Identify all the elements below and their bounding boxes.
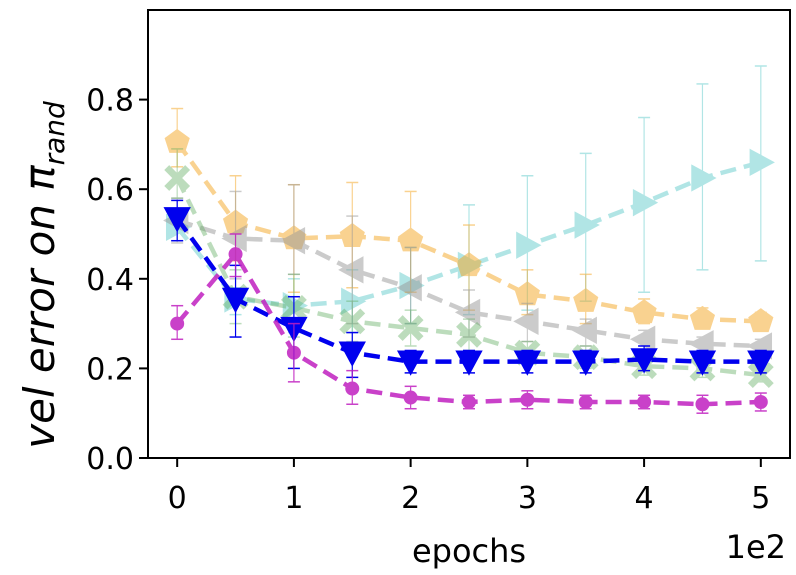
data-point-0-8: [632, 188, 659, 217]
x-tick-label-5: 5: [751, 481, 770, 516]
data-point-2-6: [513, 307, 539, 336]
data-point-0-9: [691, 164, 717, 192]
data-point-5-7: [578, 395, 593, 409]
series-line-2: [176, 218, 761, 349]
data-point-0-6: [516, 231, 542, 259]
data-point-0-2: [282, 292, 309, 320]
data-point-2-7: [571, 316, 597, 344]
data-point-2-4: [396, 274, 422, 302]
data-point-2-3: [338, 256, 364, 284]
series-line-3: [175, 177, 762, 378]
data-point-4-8: [630, 348, 658, 374]
y-axis-title-subscript: rand: [38, 101, 71, 165]
y-tick-label-0: 0.0: [86, 442, 134, 477]
data-point-3-5: [456, 321, 482, 348]
data-point-5-9: [695, 397, 710, 412]
ticks-layer: 0 1 2 3 4 5 0.0 0.2 0.4 0.6 0.8: [86, 84, 770, 516]
x-tick-label-3: 3: [518, 481, 537, 516]
data-point-1-0: [164, 128, 190, 153]
data-point-3-3: [339, 308, 366, 335]
data-point-2-2: [279, 227, 306, 255]
x-tick-label-4: 4: [635, 481, 654, 516]
data-point-5-1: [228, 247, 243, 262]
series-layer: [163, 65, 775, 414]
data-point-3-4: [397, 315, 424, 341]
data-point-4-6: [513, 350, 542, 376]
plot-frame: [147, 9, 791, 459]
data-point-4-3: [338, 341, 366, 367]
data-point-1-5: [456, 252, 482, 277]
data-point-5-0: [170, 316, 185, 331]
data-point-5-5: [462, 395, 476, 409]
data-point-1-10: [748, 308, 774, 333]
data-point-1-8: [631, 299, 657, 324]
data-point-0-3: [341, 287, 367, 315]
data-point-5-4: [403, 390, 418, 405]
data-point-4-7: [572, 350, 600, 376]
x-axis-title: epochs: [412, 532, 526, 570]
data-point-4-10: [747, 350, 775, 376]
data-point-3-0: [164, 165, 191, 191]
data-point-4-9: [688, 350, 717, 376]
data-point-0-10: [749, 148, 775, 176]
series-5: [170, 233, 768, 414]
y-tick-label-1: 0.2: [86, 352, 134, 387]
data-point-1-6: [514, 281, 540, 306]
y-tick-label-3: 0.6: [86, 173, 134, 208]
x-tick-label-1: 1: [284, 481, 303, 516]
data-point-4-1: [221, 287, 250, 314]
x-tick-label-2: 2: [401, 481, 420, 516]
y-axis-title: vel error on πrand: [15, 101, 71, 449]
data-point-5-2: [286, 345, 301, 360]
series-4: [163, 199, 775, 379]
data-point-5-10: [753, 395, 768, 409]
data-point-2-1: [221, 224, 247, 253]
data-point-4-5: [455, 350, 483, 376]
data-point-2-5: [454, 298, 481, 327]
data-point-1-7: [573, 287, 599, 312]
y-tick-label-2: 0.4: [86, 263, 134, 298]
data-point-0-7: [574, 211, 600, 239]
data-point-5-8: [637, 395, 652, 409]
x-offset-text: 1e2: [726, 528, 786, 566]
data-point-4-4: [396, 350, 425, 376]
data-point-5-6: [520, 392, 535, 407]
y-axis-title-main: vel error on π: [15, 165, 64, 449]
data-point-1-9: [689, 305, 716, 330]
y-tick-label-4: 0.8: [86, 84, 134, 119]
x-tick-label-0: 0: [168, 481, 187, 516]
series-line-0: [175, 160, 762, 308]
data-point-4-0: [163, 207, 191, 233]
data-point-5-3: [345, 381, 360, 396]
